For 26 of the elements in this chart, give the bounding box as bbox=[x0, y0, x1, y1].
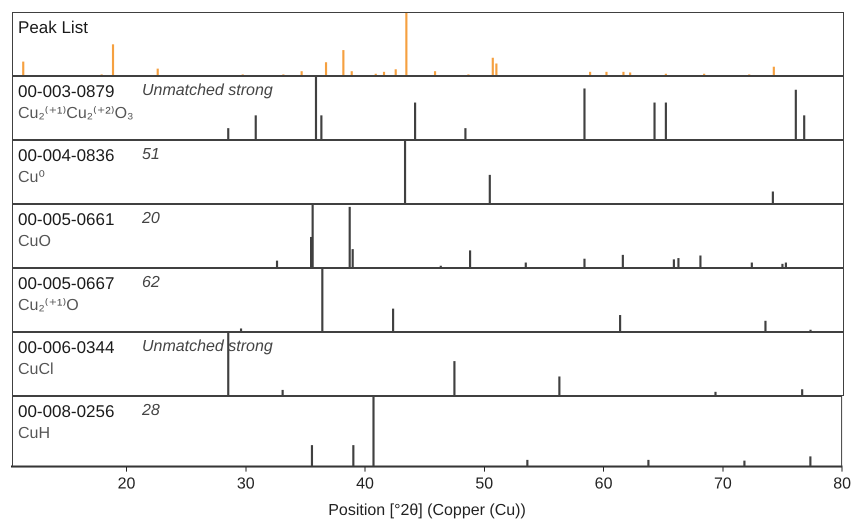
text: CuCl bbox=[18, 361, 54, 378]
annotation: Unmatched strong bbox=[142, 82, 273, 99]
chart-title: 00-005-0661 bbox=[18, 210, 114, 229]
x-tick-label: 80 bbox=[833, 476, 852, 493]
chart-title: 00-003-0879 bbox=[18, 82, 114, 101]
text: CuO bbox=[18, 233, 51, 250]
chart-title: 00-006-0344 bbox=[18, 338, 114, 357]
x-tick-label: 20 bbox=[118, 476, 136, 493]
annotation: 51 bbox=[142, 146, 160, 163]
annotation: 20 bbox=[141, 210, 160, 227]
chart-title: 00-008-0256 bbox=[18, 402, 114, 421]
chart-title: 00-005-0667 bbox=[18, 274, 114, 293]
text: CuH bbox=[18, 425, 50, 442]
text: Cu⁰ bbox=[18, 169, 45, 186]
chart-title: 00-004-0836 bbox=[18, 146, 114, 165]
x-tick-label: 70 bbox=[714, 476, 732, 493]
chart-title: Peak List bbox=[18, 18, 88, 37]
x-tick-label: 60 bbox=[594, 476, 613, 493]
text: Cu₂⁽⁺¹⁾O bbox=[18, 297, 79, 314]
x-axis-title: Position [°2θ] (Copper (Cu)) bbox=[328, 502, 526, 519]
x-tick-label: 40 bbox=[356, 476, 374, 493]
annotation: 62 bbox=[142, 274, 160, 291]
x-tick-label: 50 bbox=[475, 476, 494, 493]
annotation: 28 bbox=[141, 402, 160, 419]
x-tick-label: 30 bbox=[236, 476, 255, 493]
text: Cu₂⁽⁺¹⁾Cu₂⁽⁺²⁾O₃ bbox=[18, 105, 134, 122]
